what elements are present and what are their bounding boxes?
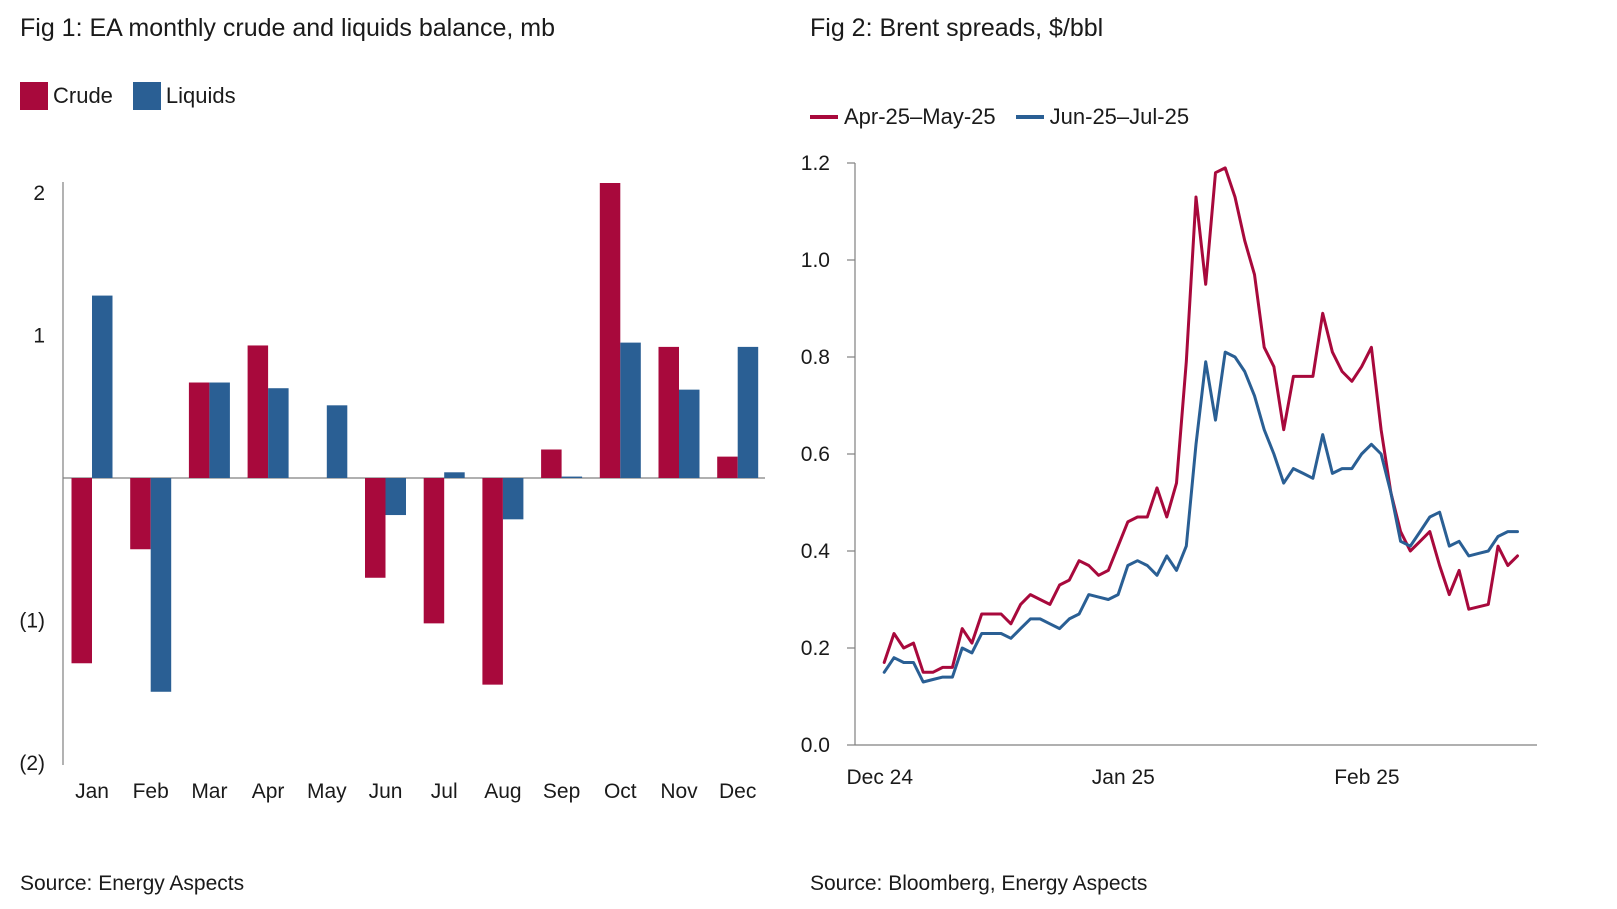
figure-2-legend: Apr-25–May-25 Jun-25–Jul-25: [810, 104, 1209, 130]
line-chart: 0.0 0.2 0.4 0.6 0.8 1.0 1.2 Dec 24 Jan 25 Feb 25: [801, 152, 1537, 789]
bar-chart: (2) (1) 1 2 Jan Feb Mar Apr May Jun Jul Aug Sep Oct No…: [19, 182, 765, 803]
figure-2-panel: Fig 2: Brent spreads, $/bbl Apr-25–May-2…: [800, 0, 1617, 909]
legend-label-crude: Crude: [53, 83, 113, 108]
bar-crude-apr: [247, 345, 269, 478]
bar-liquids-nov: [679, 389, 700, 478]
x-tick-label: Apr: [252, 780, 285, 803]
x-tick-label: Nov: [660, 780, 698, 803]
bar-liquids-dec: [737, 346, 759, 478]
x-tick-label: Dec 24: [846, 766, 913, 789]
bar-crude-jan: [71, 478, 92, 664]
bar-crude-dec: [717, 456, 738, 478]
legend-label-apr-may: Apr-25–May-25: [844, 104, 996, 129]
y-tick-label: 0.4: [801, 540, 831, 563]
x-tick-label: Mar: [191, 780, 227, 803]
y-tick-label: 0.8: [801, 346, 830, 369]
bar-crude-jun: [365, 478, 386, 578]
legend-item-apr-may: Apr-25–May-25: [810, 104, 996, 130]
y-tick-label: 0.6: [801, 443, 830, 466]
bar-crude-sep: [541, 449, 562, 478]
apr-may-line-swatch: [810, 115, 838, 119]
bar-crude-feb: [130, 478, 151, 550]
y-tick-label: 1: [33, 324, 45, 347]
bar-liquids-jul: [444, 472, 465, 478]
x-tick-label: Aug: [484, 780, 521, 803]
legend-item-liquids: Liquids: [132, 82, 236, 110]
bar-crude-oct: [599, 183, 621, 478]
x-tick-label: Sep: [543, 780, 580, 803]
bar-liquids-jan: [92, 295, 113, 478]
bar-crude-aug: [482, 478, 503, 685]
x-tick-label: May: [307, 780, 347, 803]
bar-crude-jul: [423, 478, 445, 624]
x-tick-label: Jan 25: [1092, 766, 1155, 789]
series-line-apr-may: [882, 166, 1519, 674]
bar-liquids-apr: [268, 388, 289, 478]
x-tick-label: Feb 25: [1334, 766, 1399, 789]
bar-liquids-aug: [502, 478, 524, 520]
bar-liquids-feb: [150, 478, 172, 692]
figure-1-legend: Crude Liquids: [20, 82, 256, 110]
x-tick-label: Jul: [431, 780, 458, 803]
y-tick-label: (2): [19, 752, 45, 775]
x-tick-label: Oct: [604, 780, 637, 803]
legend-label-jun-jul: Jun-25–Jul-25: [1049, 104, 1190, 129]
y-tick-label: 1.0: [801, 249, 830, 272]
x-tick-label: Dec: [719, 780, 756, 803]
bar-liquids-mar: [209, 382, 230, 478]
legend-item-crude: Crude: [20, 82, 113, 110]
liquids-swatch: [132, 82, 161, 110]
crude-swatch: [20, 82, 48, 110]
y-tick-label: 0.2: [801, 637, 830, 660]
series-line-jun-jul: [882, 350, 1519, 684]
y-tick-label: (1): [19, 610, 45, 633]
bar-liquids-oct: [620, 342, 641, 478]
x-tick-label: Jan: [75, 780, 109, 803]
x-tick-label: Feb: [133, 780, 169, 803]
bar-liquids-sep: [561, 476, 583, 478]
figure-1-panel: Fig 1: EA monthly crude and liquids bala…: [0, 0, 800, 909]
figure-1-source: Source: Energy Aspects: [20, 872, 245, 895]
figure-2-source: Source: Bloomberg, Energy Aspects: [810, 872, 1148, 895]
y-tick-label: 1.2: [801, 152, 830, 175]
bar-crude-mar: [188, 382, 210, 478]
x-tick-label: Jun: [369, 780, 403, 803]
y-tick-label: 2: [33, 182, 45, 205]
legend-item-jun-jul: Jun-25–Jul-25: [1015, 104, 1190, 130]
y-tick-label: 0.0: [801, 734, 830, 757]
bar-liquids-jun: [385, 478, 406, 516]
jun-jul-line-swatch: [1015, 115, 1044, 119]
bar-liquids-may: [326, 405, 348, 478]
bar-crude-nov: [658, 346, 679, 478]
figure-2-title: Fig 2: Brent spreads, $/bbl: [810, 14, 1104, 42]
figure-1-title: Fig 1: EA monthly crude and liquids bala…: [20, 14, 556, 42]
legend-label-liquids: Liquids: [165, 83, 236, 108]
